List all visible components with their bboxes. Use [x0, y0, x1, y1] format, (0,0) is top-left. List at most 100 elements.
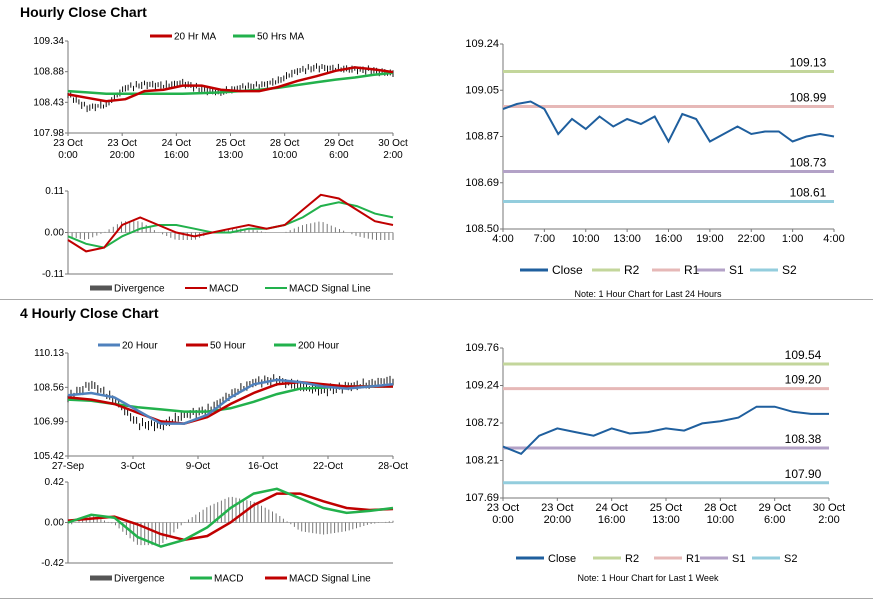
four-hourly-levels-xtick-label: 2:00	[818, 514, 839, 526]
hourly-levels-xtick-label: 13:00	[613, 233, 641, 245]
hourly-legend-signal: MACD Signal Line	[289, 284, 371, 295]
four-hourly-macd-ytick-label: -0.42	[41, 558, 64, 569]
four-hourly-macd-ytick-label: 0.00	[45, 518, 65, 529]
hourly-price-xtick-label: 6:00	[329, 150, 349, 161]
hourly-levels-ytick-label: 108.69	[465, 177, 499, 189]
hourly-price-xtick-label: 23 Oct	[53, 138, 83, 149]
hourly-levels-xtick-label: 16:00	[655, 233, 683, 245]
four-hourly-20-hour-line	[67, 378, 394, 425]
four-hourly-price-xtick-label: 22-Oct	[313, 461, 343, 472]
hourly-levels-legend-r2: R2	[624, 263, 640, 277]
hourly-levels-xtick-label: 10:00	[572, 233, 600, 245]
hourly-levels-note: Note: 1 Hour Chart for Last 24 Hours	[574, 289, 722, 299]
hourly-levels-ytick-label: 109.05	[465, 84, 499, 96]
four-hourly-price-xtick-label: 16-Oct	[248, 461, 278, 472]
hourly-20hr-ma-line	[67, 66, 394, 103]
hourly-price-xtick-label: 29 Oct	[324, 138, 354, 149]
four-hourly-macd-signal-line	[67, 492, 394, 542]
hourly-levels-level-label-s2: 108.61	[790, 186, 827, 200]
four-hourly-levels-xtick-label: 25 Oct	[650, 502, 682, 514]
hourly-levels-legend-close: Close	[552, 263, 583, 277]
four-hourly-legend-signal: MACD Signal Line	[289, 574, 371, 585]
hourly-price-xtick-label: 20:00	[110, 150, 135, 161]
four-hourly-price-xtick-label: 28-Oct	[378, 461, 408, 472]
hourly-levels-level-label-r2: 109.13	[790, 56, 827, 70]
section-divider	[0, 299, 873, 300]
four-hourly-levels-level-label-s1: 108.38	[785, 432, 822, 446]
hourly-levels-xtick-label: 4:00	[492, 233, 513, 245]
four-hourly-levels-ytick-label: 109.76	[465, 342, 499, 354]
hourly-levels-xtick-label: 19:00	[696, 233, 724, 245]
hourly-levels-close-line	[502, 100, 835, 144]
four-hourly-levels-ytick-label: 107.69	[465, 492, 499, 504]
four-hourly-levels-legend-close: Close	[548, 553, 576, 565]
four-hourly-levels-ytick-label: 108.72	[465, 417, 499, 429]
hourly-macd-ytick-label: 0.00	[45, 228, 65, 239]
four-hourly-levels-legend-r1: R1	[686, 553, 700, 565]
four-hourly-price-ytick-label: 110.13	[34, 348, 64, 359]
hourly-levels-ytick-label: 108.50	[465, 223, 499, 235]
four-hourly-price-xtick-label: 27-Sep	[52, 461, 85, 472]
hourly-macd-ytick-label: -0.11	[42, 269, 64, 280]
four-hourly-levels-xtick-label: 23 Oct	[541, 502, 573, 514]
four-hourly-levels-legend-s2: S2	[784, 553, 797, 565]
four-hourly-legend-divergence: Divergence	[114, 574, 165, 585]
four-hourly-price-xtick-label: 3-Oct	[121, 461, 146, 472]
four-hourly-legend-50-hour: 50 Hour	[210, 341, 246, 352]
four-hourly-levels-xtick-label: 20:00	[544, 514, 572, 526]
hourly-macd-ytick-label: 0.11	[45, 186, 64, 197]
four-hourly-section-title: 4 Hourly Close Chart	[20, 305, 159, 321]
four-hourly-levels-level-label-r1: 109.20	[785, 373, 822, 387]
four-hourly-macd-line	[67, 487, 394, 548]
hourly-legend-50hr-ma: 50 Hrs MA	[257, 32, 305, 43]
four-hourly-legend-200-hour: 200 Hour	[298, 341, 340, 352]
four-hourly-levels-xtick-label: 30 Oct	[813, 502, 845, 514]
four-hourly-legend-20-hour: 20 Hour	[122, 341, 158, 352]
hourly-levels-xtick-label: 4:00	[823, 233, 844, 245]
four-hourly-levels-xtick-label: 0:00	[492, 514, 513, 526]
hourly-price-ytick-label: 107.98	[33, 128, 64, 139]
hourly-levels-legend-s1: S1	[729, 263, 744, 277]
four-hourly-levels-xtick-label: 23 Oct	[487, 502, 519, 514]
hourly-macd-line	[67, 193, 394, 253]
hourly-price-xtick-label: 10:00	[272, 150, 297, 161]
four-hourly-levels-note: Note: 1 Hour Chart for Last 1 Week	[578, 573, 719, 583]
hourly-levels-legend-r1: R1	[684, 263, 700, 277]
hourly-legend-20hr-ma: 20 Hr MA	[174, 32, 217, 43]
hourly-price-ytick-label: 108.43	[33, 97, 64, 108]
four-hourly-price-xtick-label: 9-Oct	[186, 461, 211, 472]
four-hourly-levels-ytick-label: 108.21	[465, 455, 499, 467]
four-hourly-50-hour-line	[67, 380, 393, 425]
hourly-price-xtick-label: 16:00	[164, 150, 189, 161]
four-hourly-levels-level-label-s2: 107.90	[785, 467, 822, 481]
four-hourly-levels-xtick-label: 24 Oct	[595, 502, 627, 514]
four-hourly-levels-ytick-label: 109.24	[465, 380, 499, 392]
hourly-price-ytick-label: 109.34	[33, 36, 64, 47]
hourly-price-xtick-label: 0:00	[58, 150, 78, 161]
hourly-price-xtick-label: 28 Oct	[270, 138, 300, 149]
four-hourly-legend-macd: MACD	[214, 574, 243, 585]
hourly-levels-ytick-label: 109.24	[465, 38, 499, 50]
four-hourly-levels-xtick-label: 28 Oct	[704, 502, 736, 514]
hourly-price-xtick-label: 13:00	[218, 150, 243, 161]
hourly-price-xtick-label: 23 Oct	[107, 138, 137, 149]
hourly-levels-level-label-s1: 108.73	[790, 156, 827, 170]
four-hourly-levels-xtick-label: 16:00	[598, 514, 626, 526]
four-hourly-levels-xtick-label: 6:00	[764, 514, 785, 526]
four-hourly-levels-xtick-label: 29 Oct	[758, 502, 790, 514]
four-hourly-price-ytick-label: 105.42	[33, 451, 64, 462]
hourly-section-title: Hourly Close Chart	[20, 4, 147, 20]
hourly-price-ytick-label: 108.88	[33, 67, 64, 78]
four-hourly-macd-ytick-label: 0.42	[45, 477, 65, 488]
hourly-levels-ytick-label: 108.87	[465, 131, 499, 143]
hourly-levels-level-label-r1: 108.99	[790, 91, 827, 105]
bottom-divider	[0, 598, 873, 599]
four-hourly-levels-xtick-label: 13:00	[652, 514, 680, 526]
hourly-macd-signal-line	[67, 201, 394, 249]
four-hourly-levels-close-line	[502, 405, 829, 455]
hourly-price-xtick-label: 24 Oct	[162, 138, 192, 149]
four-hourly-levels-level-label-r2: 109.54	[785, 348, 822, 362]
hourly-legend-macd: MACD	[209, 284, 238, 295]
four-hourly-price-ytick-label: 108.56	[33, 382, 64, 393]
